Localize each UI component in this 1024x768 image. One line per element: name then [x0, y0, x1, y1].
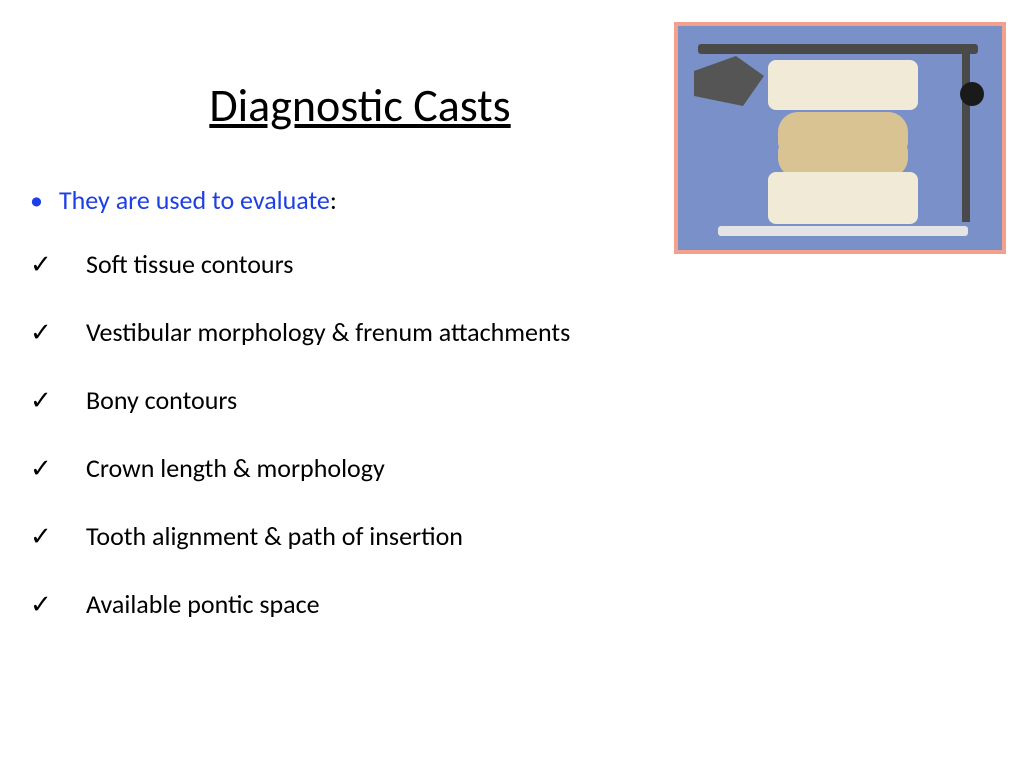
list-item: ✓ Vestibular morphology & frenum attachm… — [30, 316, 570, 348]
slide-title: Diagnostic Casts — [0, 78, 720, 134]
list-item-label: Available pontic space — [86, 588, 320, 620]
list-item-label: Tooth alignment & path of insertion — [86, 520, 463, 552]
list-item-label: Soft tissue contours — [86, 248, 293, 280]
list-item: ✓ Crown length & morphology — [30, 452, 570, 484]
list-item: ✓ Soft tissue contours — [30, 248, 570, 280]
check-icon: ✓ — [30, 316, 86, 348]
list-item-label: Bony contours — [86, 384, 237, 416]
list-item: ✓ Bony contours — [30, 384, 570, 416]
list-item-label: Vestibular morphology & frenum attachmen… — [86, 316, 570, 348]
bullet-dot-icon: • — [30, 187, 43, 213]
list-item-label: Crown length & morphology — [86, 452, 385, 484]
check-icon: ✓ — [30, 384, 86, 416]
check-icon: ✓ — [30, 520, 86, 552]
articulator-illustration — [678, 26, 1002, 250]
dental-cast-image — [674, 22, 1006, 254]
list-item: ✓ Tooth alignment & path of insertion — [30, 520, 570, 552]
intro-bullet: • They are used to evaluate: — [30, 184, 337, 216]
check-icon: ✓ — [30, 452, 86, 484]
evaluation-list: ✓ Soft tissue contours ✓ Vestibular morp… — [30, 248, 570, 656]
check-icon: ✓ — [30, 248, 86, 280]
check-icon: ✓ — [30, 588, 86, 620]
intro-text-colon: : — [330, 184, 337, 216]
intro-text-highlight: They are used to evaluate — [59, 184, 330, 216]
list-item: ✓ Available pontic space — [30, 588, 570, 620]
